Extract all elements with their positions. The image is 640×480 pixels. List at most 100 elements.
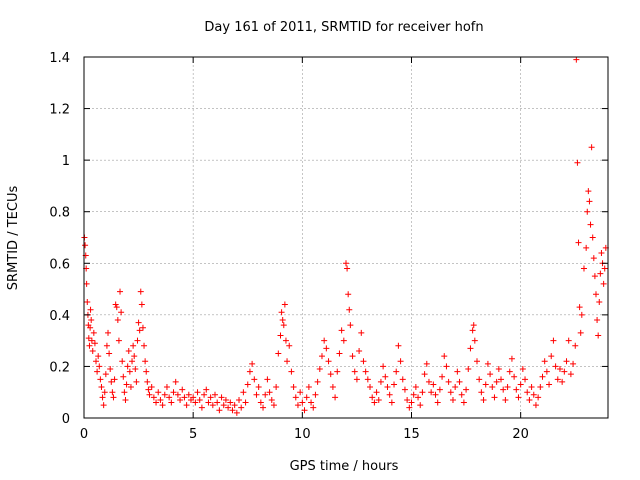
data-point bbox=[327, 371, 334, 378]
data-point bbox=[260, 404, 267, 411]
data-point bbox=[190, 394, 197, 401]
data-point bbox=[491, 394, 498, 401]
data-point bbox=[430, 381, 437, 388]
data-point bbox=[476, 376, 483, 383]
y-tick-label: 1.4 bbox=[49, 51, 70, 66]
data-point bbox=[447, 389, 454, 396]
data-point bbox=[590, 255, 597, 262]
data-point bbox=[489, 384, 496, 391]
x-tick-label: 20 bbox=[512, 427, 529, 442]
data-point bbox=[574, 159, 581, 166]
data-point bbox=[478, 389, 485, 396]
data-point bbox=[580, 265, 587, 272]
data-point bbox=[97, 376, 104, 383]
data-point bbox=[535, 394, 542, 401]
data-point bbox=[196, 396, 203, 403]
data-point bbox=[141, 342, 148, 349]
data-point bbox=[463, 386, 470, 393]
data-point bbox=[367, 384, 374, 391]
data-point bbox=[89, 347, 96, 354]
data-point bbox=[168, 399, 175, 406]
data-point bbox=[216, 407, 223, 414]
data-point bbox=[395, 342, 402, 349]
data-point bbox=[347, 322, 354, 329]
data-point bbox=[255, 384, 262, 391]
data-point bbox=[246, 368, 253, 375]
data-point bbox=[594, 317, 601, 324]
data-point bbox=[284, 358, 291, 365]
data-point bbox=[596, 298, 603, 305]
data-point bbox=[528, 384, 535, 391]
data-point bbox=[412, 384, 419, 391]
data-point bbox=[428, 389, 435, 396]
data-point bbox=[465, 366, 472, 373]
data-point bbox=[554, 376, 561, 383]
data-point bbox=[150, 394, 157, 401]
data-point bbox=[161, 391, 168, 398]
data-point bbox=[308, 399, 315, 406]
data-point bbox=[375, 396, 382, 403]
data-point bbox=[181, 394, 188, 401]
data-point bbox=[578, 311, 585, 318]
data-point bbox=[585, 188, 592, 195]
y-tick-label: 0 bbox=[62, 412, 70, 427]
data-point bbox=[100, 402, 107, 409]
data-point bbox=[96, 363, 103, 370]
data-point bbox=[344, 265, 351, 272]
data-point bbox=[498, 376, 505, 383]
data-point bbox=[500, 386, 507, 393]
data-point bbox=[532, 402, 539, 409]
data-point bbox=[157, 396, 164, 403]
data-point bbox=[130, 342, 137, 349]
y-tick-label: 0.4 bbox=[49, 309, 70, 324]
data-point bbox=[575, 239, 582, 246]
data-point bbox=[419, 389, 426, 396]
y-tick-label: 0.2 bbox=[49, 360, 70, 375]
data-point bbox=[386, 391, 393, 398]
data-point bbox=[102, 371, 109, 378]
x-tick-label: 10 bbox=[294, 427, 311, 442]
data-point bbox=[373, 389, 380, 396]
x-axis-label: GPS time / hours bbox=[290, 459, 399, 474]
data-point bbox=[474, 358, 480, 365]
data-point bbox=[278, 309, 285, 316]
data-point bbox=[95, 353, 102, 360]
data-point bbox=[110, 394, 117, 401]
data-point bbox=[280, 322, 287, 329]
data-point bbox=[127, 384, 134, 391]
data-point bbox=[495, 366, 502, 373]
data-point bbox=[356, 347, 363, 354]
data-point bbox=[103, 342, 110, 349]
data-point bbox=[397, 358, 404, 365]
data-point bbox=[91, 340, 98, 347]
data-point bbox=[588, 144, 595, 151]
data-point bbox=[88, 337, 95, 344]
data-point bbox=[177, 396, 184, 403]
data-point bbox=[303, 394, 310, 401]
data-point bbox=[266, 389, 273, 396]
data-point bbox=[334, 368, 341, 375]
data-point bbox=[214, 399, 221, 406]
data-point bbox=[493, 378, 500, 385]
data-point bbox=[364, 376, 371, 383]
data-point bbox=[399, 376, 406, 383]
data-point bbox=[318, 353, 325, 360]
data-point bbox=[268, 396, 275, 403]
data-point bbox=[192, 399, 199, 406]
data-point bbox=[83, 280, 90, 287]
data-point bbox=[88, 317, 95, 324]
data-point bbox=[174, 391, 181, 398]
data-point bbox=[482, 381, 489, 388]
data-point bbox=[172, 378, 179, 385]
x-tick-label: 15 bbox=[403, 427, 420, 442]
data-point bbox=[179, 386, 186, 393]
data-point bbox=[119, 358, 126, 365]
data-point bbox=[87, 306, 94, 313]
data-point bbox=[406, 404, 413, 411]
data-point bbox=[576, 304, 583, 311]
data-point bbox=[597, 270, 604, 277]
data-point bbox=[113, 304, 120, 311]
data-point bbox=[460, 399, 467, 406]
